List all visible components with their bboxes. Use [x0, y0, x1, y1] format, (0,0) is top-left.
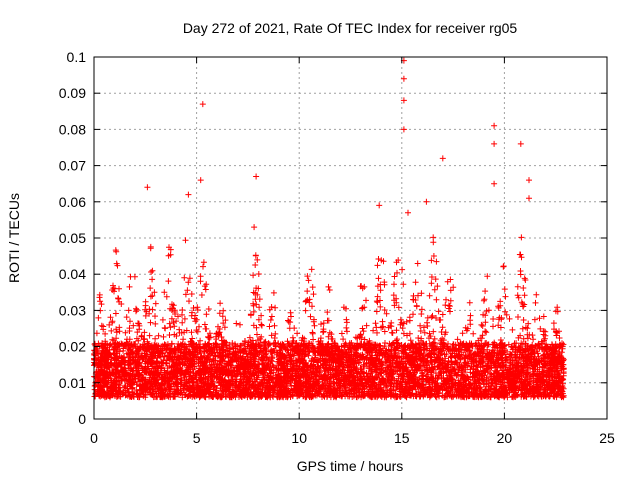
axis-ticks: 0 0.01 0.02 0.03 0.04 0.05 0.06 0.07 0.08 0.09 0.1… — [59, 49, 615, 446]
y-tick-label: 0.09 — [59, 85, 86, 101]
y-tick-label: 0.05 — [59, 230, 86, 246]
y-tick-label: 0.01 — [59, 375, 86, 391]
x-tick-label: 25 — [599, 430, 615, 446]
x-tick-label: 0 — [90, 430, 98, 446]
chart-title: Day 272 of 2021, Rate Of TEC Index for r… — [183, 20, 518, 36]
y-tick-label: 0.02 — [59, 339, 86, 355]
roti-markers — [91, 57, 567, 401]
y-tick-label: 0.06 — [59, 194, 86, 210]
y-axis-label: ROTI / TECUs — [6, 193, 22, 283]
y-tick-label: 0.03 — [59, 302, 86, 318]
x-tick-label: 15 — [394, 430, 410, 446]
y-tick-label: 0.1 — [67, 49, 87, 65]
x-tick-label: 20 — [497, 430, 513, 446]
y-tick-label: 0.07 — [59, 158, 86, 174]
y-tick-label: 0.04 — [59, 266, 86, 282]
x-tick-label: 5 — [193, 430, 201, 446]
y-tick-label: 0 — [78, 411, 86, 427]
x-tick-label: 10 — [291, 430, 307, 446]
data-points — [91, 57, 567, 401]
x-axis-label: GPS time / hours — [297, 458, 404, 474]
y-tick-label: 0.08 — [59, 121, 86, 137]
